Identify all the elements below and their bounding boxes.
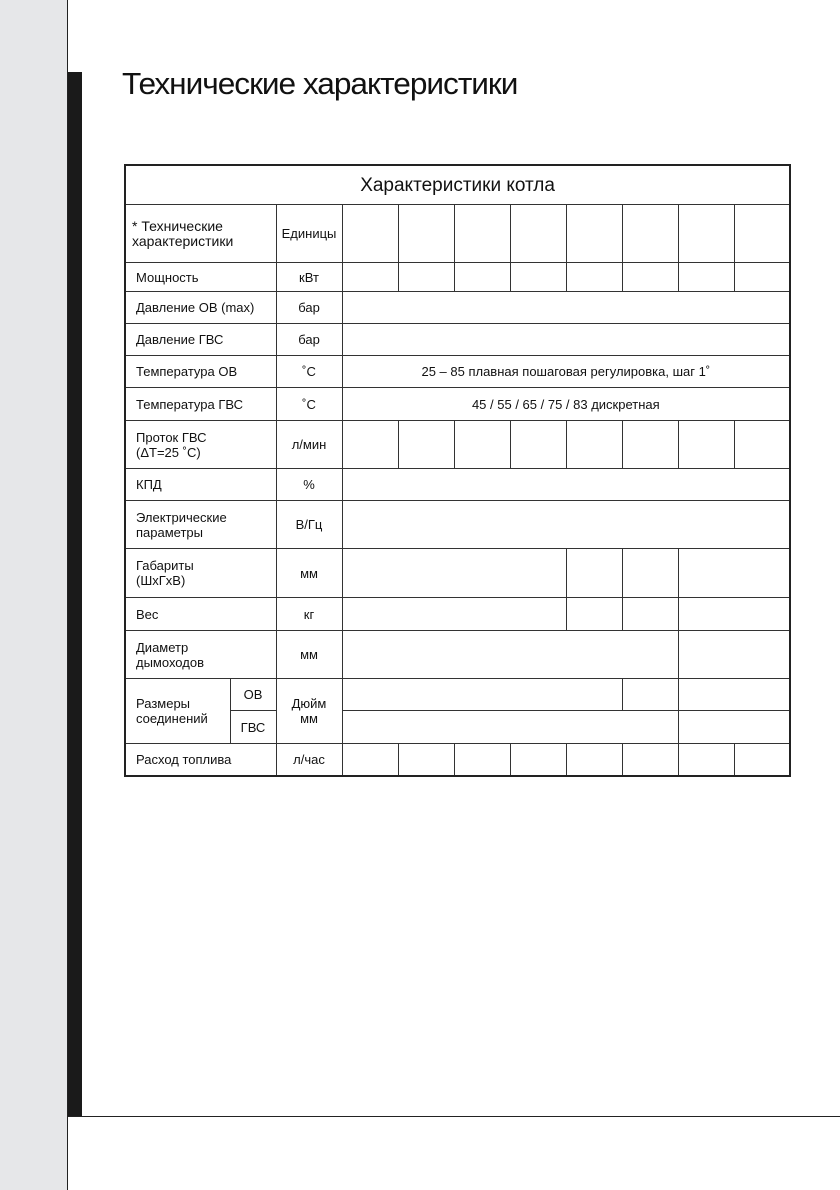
row-unit: л/мин bbox=[275, 420, 343, 469]
page-margin bbox=[0, 0, 68, 1190]
row-label: Температура ОВ bbox=[124, 355, 277, 388]
row-sublabel: ОВ bbox=[229, 678, 277, 711]
row-sublabel: ГВС bbox=[229, 710, 277, 744]
table-row: Габариты (ШxГxВ) мм bbox=[124, 548, 791, 598]
table-row: Давление ОВ (max) бар bbox=[124, 291, 791, 324]
table-row: Электрические параметры В/Гц bbox=[124, 500, 791, 549]
row-unit: мм bbox=[275, 548, 343, 598]
row-unit: кВт bbox=[275, 262, 343, 292]
table-row: Температура ОВ ˚C 25 – 85 плавная пошагова… bbox=[124, 355, 791, 388]
header-units: Единицы bbox=[275, 204, 343, 263]
row-unit: В/Гц bbox=[275, 500, 343, 549]
table-row: Мощность кВт bbox=[124, 262, 791, 292]
table-row: Вес кг bbox=[124, 597, 791, 631]
table-row: КПД% bbox=[124, 468, 791, 501]
footer-rule bbox=[68, 1116, 840, 1117]
row-label: Размеры соединений bbox=[124, 678, 231, 744]
row-value: 25 – 85 плавная пошаговая регулировка, ш… bbox=[341, 355, 791, 388]
row-label: КПД bbox=[124, 468, 277, 501]
row-value: 45 / 55 / 65 / 75 / 83 дискретная bbox=[341, 387, 791, 421]
table-row: Давление ГВС бар bbox=[124, 323, 791, 356]
row-unit: л/час bbox=[275, 743, 343, 776]
row-label: Проток ГВС (ΔT=25 ˚C) bbox=[124, 420, 277, 469]
row-unit: ˚C bbox=[275, 355, 343, 388]
table-row: Проток ГВС (ΔT=25 ˚C) л/мин bbox=[124, 420, 791, 469]
table-row: Размеры соединений ОВ Дюйм мм bbox=[124, 678, 791, 744]
row-unit: Дюйм мм bbox=[275, 678, 343, 744]
page-title: Технические характеристики bbox=[122, 66, 518, 101]
row-label: Мощность bbox=[124, 262, 277, 292]
table-header: * Технические характеристики Единицы bbox=[124, 204, 791, 263]
table-row: Расход топлива л/час bbox=[124, 743, 791, 776]
row-label: Давление ГВС bbox=[124, 323, 277, 356]
row-label: Вес bbox=[124, 597, 277, 631]
row-unit: ˚C bbox=[275, 387, 343, 421]
side-bar bbox=[68, 72, 82, 1116]
row-unit: мм bbox=[275, 630, 343, 679]
table-caption: Характеристики котла bbox=[124, 164, 791, 205]
table-row: Диаметр дымоходов мм bbox=[124, 630, 791, 679]
header-param: * Технические характеристики bbox=[124, 204, 277, 263]
row-unit: бар bbox=[275, 291, 343, 324]
row-label: Электрические параметры bbox=[124, 500, 277, 549]
row-label: Габариты (ШxГxВ) bbox=[124, 548, 277, 598]
row-label: Давление ОВ (max) bbox=[124, 291, 277, 324]
row-label: Температура ГВС bbox=[124, 387, 277, 421]
table-row: Температура ГВС ˚C 45 / 55 / 65 / 75 / 83 … bbox=[124, 387, 791, 421]
row-label: Диаметр дымоходов bbox=[124, 630, 277, 679]
row-label: Расход топлива bbox=[124, 743, 277, 776]
row-unit: % bbox=[275, 468, 343, 501]
spec-table: Характеристики котла * Технические харак… bbox=[124, 164, 792, 777]
row-unit: бар bbox=[275, 323, 343, 356]
row-unit: кг bbox=[275, 597, 343, 631]
